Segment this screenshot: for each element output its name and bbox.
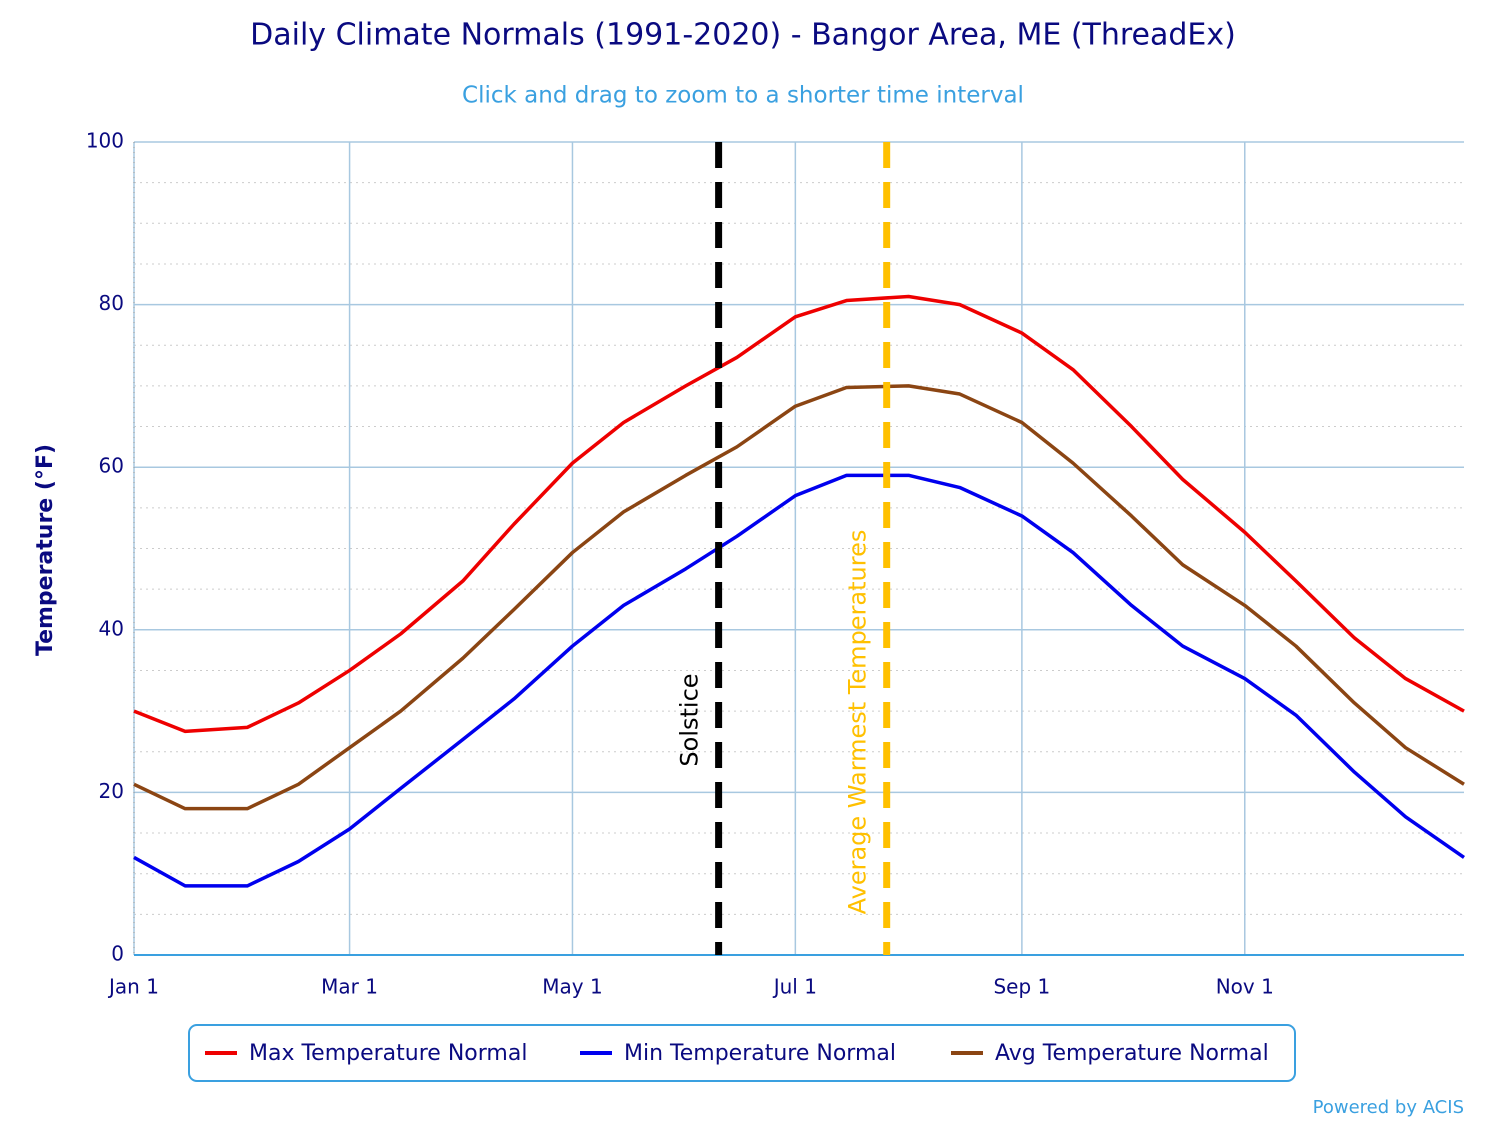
chart-subtitle: Click and drag to zoom to a shorter time… <box>462 83 1024 109</box>
data-line <box>133 384 1465 811</box>
y-tick-label: 0 <box>111 942 124 966</box>
chart-title: Daily Climate Normals (1991-2020) - Bang… <box>250 18 1236 53</box>
annotation-label: Average Warmest Temperatures <box>844 530 872 915</box>
x-tick-label: May 1 <box>542 975 602 999</box>
x-tick-label: Nov 1 <box>1216 975 1274 999</box>
y-tick-label: 100 <box>86 129 124 153</box>
legend-label: Max Temperature Normal <box>249 1041 527 1066</box>
x-tick-label: Mar 1 <box>321 975 378 999</box>
y-tick-label: 20 <box>99 779 124 803</box>
legend-label: Avg Temperature Normal <box>995 1041 1269 1066</box>
y-tick-label: 80 <box>99 291 124 315</box>
legend-box <box>188 1024 1296 1082</box>
x-tick-label: Jan 1 <box>107 975 159 999</box>
y-tick-label: 60 <box>99 454 124 478</box>
legend-label: Min Temperature Normal <box>624 1041 896 1066</box>
x-tick-label: Sep 1 <box>993 975 1050 999</box>
y-axis-label: Temperature (°F) <box>33 444 58 656</box>
data-line <box>133 294 1465 734</box>
x-tick-label: Jul 1 <box>772 975 817 999</box>
credit: Powered by ACIS <box>1313 1097 1464 1118</box>
y-tick-label: 40 <box>99 616 124 640</box>
data-line <box>133 473 1465 888</box>
annotation-label: Solstice <box>676 673 704 766</box>
